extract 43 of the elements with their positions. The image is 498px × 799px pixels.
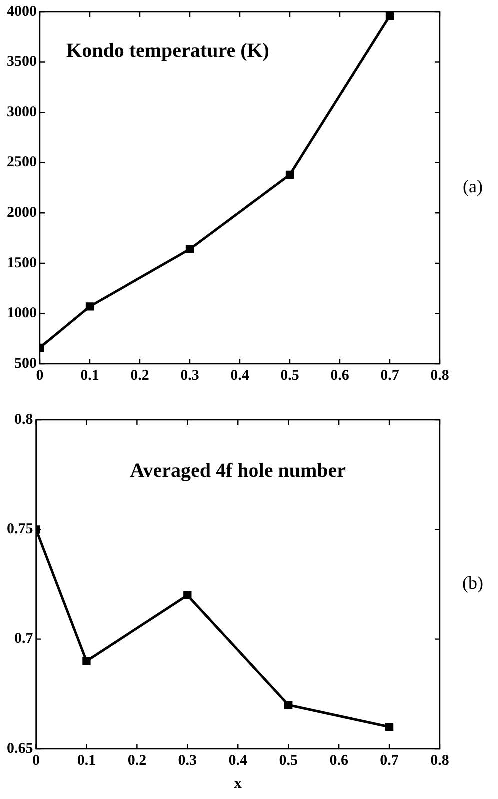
x-tick-label: 0.1 [77, 752, 96, 769]
y-tick-label: 2500 [7, 154, 37, 171]
y-tick-label: 2000 [7, 205, 37, 222]
x-tick-label: 0.2 [128, 752, 147, 769]
x-tick-label: 0.1 [80, 368, 100, 384]
y-tick-label: 0.8 [14, 412, 34, 428]
point [286, 170, 294, 180]
point [184, 591, 192, 600]
x-tick-label: 0.7 [380, 752, 400, 769]
point [86, 302, 94, 311]
x-tick-label: 0.3 [178, 752, 198, 769]
x-tick-label: 0.8 [430, 752, 450, 769]
x-tick-label: 0.2 [130, 368, 150, 384]
y-tick-label: 500 [14, 356, 37, 372]
text: (b) [462, 573, 484, 594]
y-tick-label: 3500 [7, 54, 37, 70]
point [186, 245, 194, 254]
y-tick-label: 0.75 [7, 522, 34, 538]
x-tick-label: 0.3 [180, 368, 200, 384]
y-tick-label: 4000 [7, 4, 37, 20]
x-tick-label: 0.6 [330, 368, 350, 384]
x-tick-label: 0.6 [330, 752, 349, 769]
y-tick-label: 1500 [7, 255, 37, 272]
x-tick-label: 0 [36, 368, 44, 384]
text: Kondo temperature (K) [66, 40, 270, 62]
point [386, 12, 394, 20]
text: Averaged 4f hole number [130, 460, 346, 482]
x-tick-label: 0.8 [430, 368, 450, 384]
y-tick-label: 0.65 [7, 740, 34, 757]
x-axis-title: x [234, 776, 242, 792]
x-tick-label: 0.4 [230, 368, 250, 384]
x-tick-label: 0.5 [280, 368, 300, 384]
x-tick-label: 0.5 [279, 752, 298, 769]
text: (a) [463, 176, 483, 197]
y-tick-label: 3000 [7, 104, 37, 120]
point [385, 722, 394, 732]
point [284, 701, 293, 710]
y-tick-label: 0.7 [14, 631, 34, 648]
x-tick-label: 0 [32, 752, 40, 769]
x-tick-label: 0.7 [380, 368, 400, 384]
point [82, 657, 91, 666]
y-tick-label: 1000 [7, 306, 37, 322]
x-tick-label: 0.4 [228, 752, 248, 769]
